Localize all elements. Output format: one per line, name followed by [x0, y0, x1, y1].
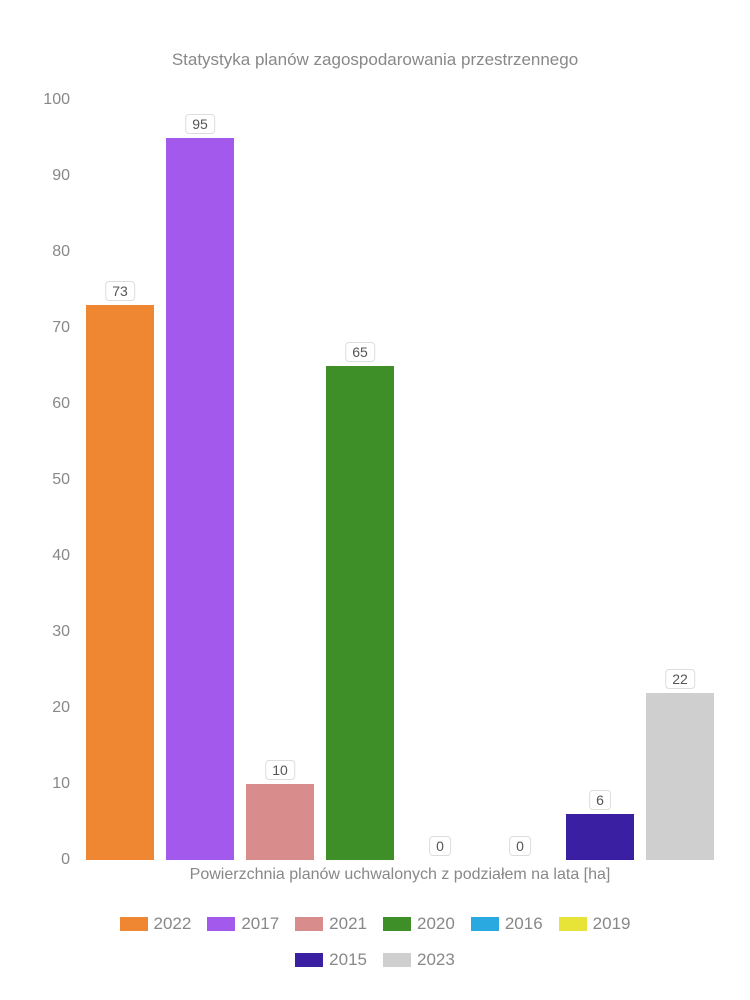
legend-swatch — [295, 953, 323, 967]
bar-value-label: 73 — [105, 281, 135, 301]
bar: 22 — [646, 693, 714, 860]
bar: 6 — [566, 814, 634, 860]
y-tick-label: 60 — [52, 395, 70, 413]
bar: 10 — [246, 784, 314, 860]
legend-label: 2020 — [417, 914, 455, 934]
bar-value-label: 6 — [589, 790, 611, 810]
y-tick-label: 0 — [61, 851, 70, 869]
y-tick-label: 50 — [52, 471, 70, 489]
y-tick-label: 30 — [52, 623, 70, 641]
bar-value-label: 10 — [265, 760, 295, 780]
chart-title: Statystyka planów zagospodarowania przes… — [0, 50, 750, 70]
legend-swatch — [207, 917, 235, 931]
legend-item: 2020 — [383, 914, 455, 934]
legend-item: 2023 — [383, 950, 455, 970]
bar-value-label: 95 — [185, 114, 215, 134]
legend-label: 2015 — [329, 950, 367, 970]
legend-swatch — [120, 917, 148, 931]
legend-label: 2021 — [329, 914, 367, 934]
legend-label: 2022 — [154, 914, 192, 934]
plot-area: Powierzchnia planów uchwalonych z podzia… — [80, 100, 720, 860]
y-tick-label: 10 — [52, 775, 70, 793]
bar-value-label: 65 — [345, 342, 375, 362]
legend-item: 2015 — [295, 950, 367, 970]
legend-item: 2017 — [207, 914, 279, 934]
bar: 65 — [326, 366, 394, 860]
legend-label: 2023 — [417, 950, 455, 970]
legend: 2022 2017 2021 2020 2016 2019 2015 2023 — [0, 914, 750, 970]
y-tick-label: 70 — [52, 319, 70, 337]
bar: 95 — [166, 138, 234, 860]
bar-value-label: 22 — [665, 669, 695, 689]
legend-item: 2016 — [471, 914, 543, 934]
legend-swatch — [559, 917, 587, 931]
legend-swatch — [383, 953, 411, 967]
y-tick-label: 20 — [52, 699, 70, 717]
y-tick-label: 90 — [52, 167, 70, 185]
legend-label: 2016 — [505, 914, 543, 934]
legend-swatch — [383, 917, 411, 931]
legend-item: 2021 — [295, 914, 367, 934]
chart-container: Statystyka planów zagospodarowania przes… — [0, 0, 750, 1000]
y-tick-label: 80 — [52, 243, 70, 261]
y-tick-label: 100 — [43, 91, 70, 109]
bar-value-label: 0 — [509, 836, 531, 856]
legend-label: 2019 — [593, 914, 631, 934]
legend-item: 2022 — [120, 914, 192, 934]
x-axis-label: Powierzchnia planów uchwalonych z podzia… — [80, 866, 720, 884]
legend-item: 2019 — [559, 914, 631, 934]
legend-label: 2017 — [241, 914, 279, 934]
bar-value-label: 0 — [429, 836, 451, 856]
legend-swatch — [295, 917, 323, 931]
legend-swatch — [471, 917, 499, 931]
y-tick-label: 40 — [52, 547, 70, 565]
bar: 73 — [86, 305, 154, 860]
